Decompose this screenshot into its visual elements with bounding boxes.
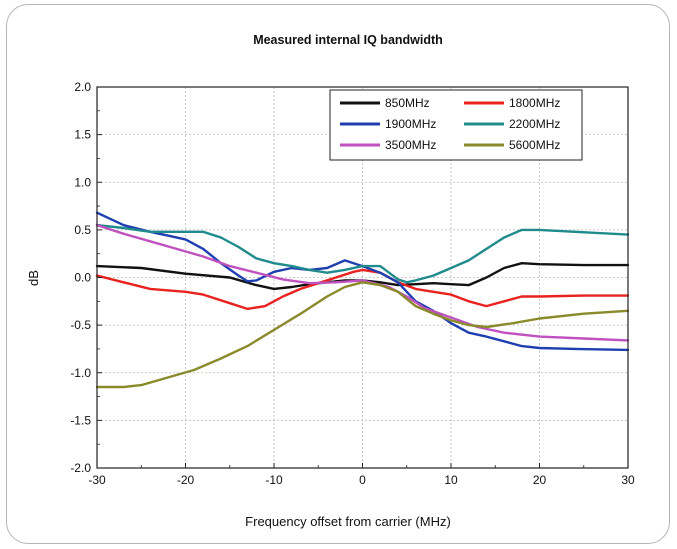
legend-label-2200MHz: 2200MHz <box>509 117 560 131</box>
chart-title: Measured internal IQ bandwidth <box>253 33 443 47</box>
series-line-1900MHz <box>95 211 630 352</box>
x-tick-label: 30 <box>621 473 635 487</box>
y-tick-label: 1.0 <box>74 175 91 189</box>
x-tick-label: -20 <box>177 473 195 487</box>
y-tick-label: 2.0 <box>74 80 91 94</box>
y-tick-label: -1.0 <box>70 366 91 380</box>
x-tick-label: 20 <box>533 473 547 487</box>
y-tick-label: 1.5 <box>74 128 91 142</box>
series-layer <box>95 211 630 389</box>
legend-label-3500MHz: 3500MHz <box>385 138 436 152</box>
series-line-3500MHz <box>95 223 630 342</box>
legend-label-850MHz: 850MHz <box>385 96 430 110</box>
series-line-2200MHz <box>95 223 630 284</box>
x-tick-label: -10 <box>265 473 283 487</box>
series-line-1800MHz <box>95 268 630 311</box>
y-axis-label: dB <box>26 270 41 286</box>
legend-label-1800MHz: 1800MHz <box>509 96 560 110</box>
series-line-850MHz <box>95 262 630 291</box>
y-tick-label: -0.5 <box>70 318 91 332</box>
x-tick-label: 10 <box>444 473 458 487</box>
x-axis-label: Frequency offset from carrier (MHz) <box>245 514 451 529</box>
ticks: -30 -20 -10 0 10 20 30 2.0 1.5 1.0 0.5 0.0 -0.5 -1.0 -… <box>70 80 635 487</box>
x-tick-label: -30 <box>88 473 106 487</box>
legend-label-1900MHz: 1900MHz <box>385 117 436 131</box>
y-tick-label: 0.5 <box>74 223 91 237</box>
x-tick-label: 0 <box>359 473 366 487</box>
y-tick-label: 0.0 <box>74 271 91 285</box>
y-tick-label: -2.0 <box>70 461 91 475</box>
legend: 850MHz 1800MHz 1900MHz 2200MHz 3500MHz 5600MH… <box>329 89 583 161</box>
y-tick-label: -1.5 <box>70 413 91 427</box>
series-line-5600MHz <box>95 281 630 389</box>
legend-label-5600MHz: 5600MHz <box>509 138 560 152</box>
